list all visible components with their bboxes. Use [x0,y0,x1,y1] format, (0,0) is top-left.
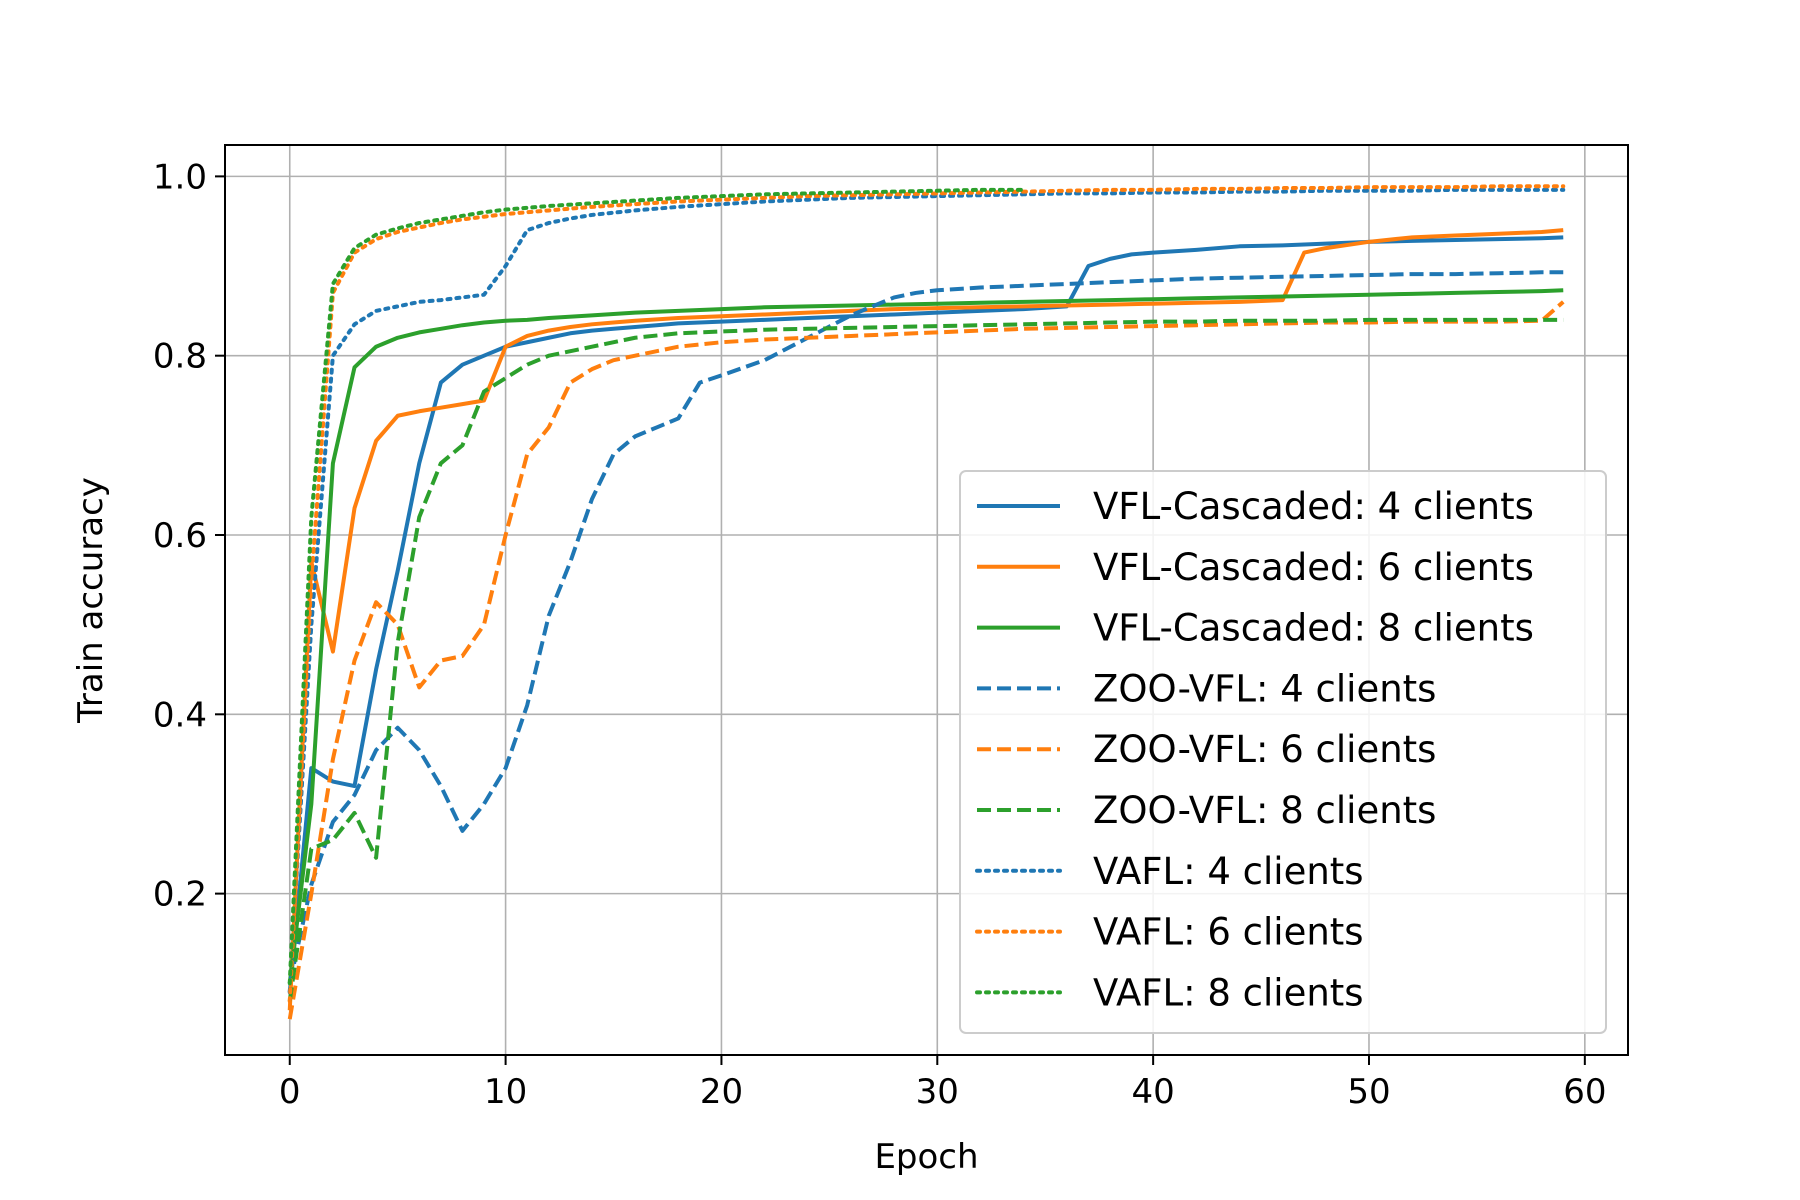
series-zoo-vfl-4-clients [287,270,1564,984]
legend-label: VAFL: 4 clients [1093,850,1364,893]
legend-label: VAFL: 8 clients [1093,971,1364,1014]
legend: VFL-Cascaded: 4 clients VFL-Cascaded: 6 c… [959,470,1607,1034]
x-tick-label: 0 [279,1072,301,1112]
legend-label: ZOO-VFL: 8 clients [1093,789,1436,832]
series-vfl-cascaded-4-clients [287,235,1564,993]
legend-label: ZOO-VFL: 4 clients [1093,667,1436,710]
legend-label: VFL-Cascaded: 6 clients [1093,546,1534,589]
x-tick-label: 50 [1347,1072,1390,1112]
y-tick-label: 1.0 [153,157,207,197]
y-tick-label: 0.2 [153,875,207,915]
x-tick-label: 20 [700,1072,743,1112]
series-zoo-vfl-8-clients [287,317,1564,1002]
x-tick-label: 40 [1132,1072,1175,1112]
series-vafl-8-clients [287,187,1026,986]
legend-label: ZOO-VFL: 6 clients [1093,728,1436,771]
y-axis-label: Train accuracy [71,477,111,724]
series-zoo-vfl-6-clients [287,300,1565,1020]
legend-box [959,470,1607,1034]
series-vafl-4-clients [287,187,1566,995]
y-tick-label: 0.8 [153,337,207,377]
ticks: 0 10 20 30 40 50 60 0.2 0.4 0.6 0.8 1.0 [153,157,1607,1112]
series-vfl-cascaded-8-clients [287,288,1564,984]
x-tick-label: 60 [1563,1072,1606,1112]
plot-frame [224,144,1629,1056]
legend-label: VFL-Cascaded: 4 clients [1093,485,1534,528]
series-vafl-6-clients [287,184,1566,1004]
x-tick-label: 30 [916,1072,959,1112]
legend-label: VFL-Cascaded: 8 clients [1093,607,1534,650]
series-layer [287,184,1566,1020]
x-axis-label: Epoch [874,1137,978,1177]
y-tick-label: 0.4 [153,695,207,735]
y-tick-label: 0.6 [153,516,207,556]
x-tick-label: 10 [484,1072,527,1112]
series-vfl-cascaded-6-clients [287,228,1564,1011]
legend-label: VAFL: 6 clients [1093,911,1364,954]
